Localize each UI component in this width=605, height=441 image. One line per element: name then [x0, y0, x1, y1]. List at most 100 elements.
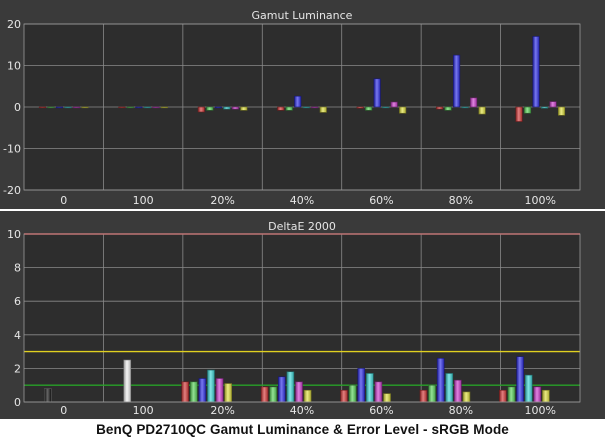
chart1-bar-magenta [470, 97, 478, 108]
chart1-bar-green [444, 106, 452, 111]
chart2-bar-red [340, 389, 348, 403]
chart1-bar-red [197, 106, 205, 113]
chart1-xtick-label: 80% [449, 194, 473, 207]
chart1-xtick-label: 20% [210, 194, 234, 207]
chart2-bar-green [269, 386, 278, 403]
chart1-ytick-label: -10 [3, 143, 21, 156]
chart1-xtick-label: 0 [60, 194, 67, 207]
chart2-bar-red [260, 386, 269, 403]
chart2-ytick-label: 2 [14, 362, 21, 375]
chart2-bar-white [123, 359, 132, 403]
chart1-bar-magenta [152, 106, 160, 109]
chart2-ytick-label: 4 [14, 329, 21, 342]
chart1-bar-cyan [461, 106, 469, 109]
chart1-ytick-label: -20 [3, 184, 21, 197]
chart2-bar-cyan [445, 373, 454, 403]
chart1-xtick-label: 40% [290, 194, 314, 207]
chart1-xtick-label: 100 [133, 194, 154, 207]
chart1-bar-green [523, 106, 532, 114]
chart2-bar-cyan [524, 374, 533, 403]
chart1-bar-yellow [399, 106, 407, 114]
chart2-bar-green [428, 384, 436, 403]
chart1-bar-green [285, 106, 293, 111]
chart2-xtick-label: 100% [525, 404, 556, 417]
chart1-bar-blue [214, 106, 222, 109]
chart2-plot-border [23, 233, 581, 403]
chart2-ytick-label: 8 [14, 262, 21, 275]
chart2-bar-cyan [366, 373, 374, 403]
chart2-xtick-label: 80% [449, 404, 473, 417]
chart2-xtick-label: 20% [210, 404, 234, 417]
chart1-bar-magenta [311, 106, 319, 109]
chart1-bar-green [47, 106, 55, 109]
chart2-bar-yellow [462, 391, 471, 403]
chart1-title: Gamut Luminance [252, 9, 353, 22]
chart1-bar-yellow [319, 106, 327, 113]
chart1-bar-green [206, 106, 214, 111]
chart2-bar-blue [278, 376, 286, 403]
chart1-bar-magenta [72, 106, 81, 109]
chart1-xtick-label: 60% [369, 194, 393, 207]
chart2-title: DeltaE 2000 [268, 220, 336, 233]
chart2-bar-black [44, 388, 52, 403]
chart2-bar-red [419, 389, 428, 403]
chart2-bar-yellow [224, 383, 232, 403]
chart1-bar-cyan [64, 106, 72, 109]
chart1-bar-cyan [382, 106, 390, 109]
chart1-bar-cyan [540, 106, 549, 109]
chart1-bar-red [118, 106, 126, 109]
chart1-bar-green [126, 106, 134, 109]
chart2-bar-magenta [295, 381, 303, 403]
chart1-bar-red [38, 106, 47, 109]
chart1-bar-magenta [549, 101, 557, 108]
chart2-bar-yellow [383, 393, 391, 403]
chart1-bar-blue [55, 106, 64, 109]
chart2-bar-magenta [374, 381, 383, 403]
chart1-bar-yellow [160, 106, 168, 109]
chart2-plot-area [24, 234, 580, 402]
chart1-bar-blue [453, 54, 461, 108]
chart1-bar-magenta [390, 101, 398, 108]
chart2-bar-blue [357, 368, 366, 403]
chart1-ytick-label: 10 [7, 60, 21, 73]
chart1-ytick-label: 20 [7, 18, 21, 31]
chart1-bar-red [436, 106, 444, 110]
chart2-bar-cyan [207, 369, 215, 403]
chart2-xtick-label: 60% [369, 404, 393, 417]
chart1-bar-red [356, 106, 364, 109]
chart2-bar-blue [516, 356, 524, 403]
chart1-bar-yellow [81, 106, 89, 109]
chart2-bar-magenta [533, 386, 542, 403]
chart-caption: BenQ PD2710QC Gamut Luminance & Error Le… [96, 422, 509, 437]
chart1-bar-blue [373, 78, 381, 108]
chart1-bar-blue [532, 36, 540, 108]
chart2-bar-green [348, 384, 357, 403]
chart2-bar-green [507, 386, 516, 403]
chart2-xtick-label: 100 [133, 404, 154, 417]
chart1-bar-blue [294, 95, 302, 108]
chart2-bar-blue [198, 378, 207, 403]
chart1-bar-cyan [302, 106, 310, 109]
chart1-bar-green [365, 106, 373, 111]
chart2-bar-magenta [454, 379, 462, 403]
chart1-bar-cyan [143, 106, 151, 109]
chart1-plot-border [23, 23, 581, 191]
chart2-ytick-label: 6 [14, 295, 21, 308]
chart2-bar-yellow [303, 389, 312, 403]
chart2-ytick-label: 10 [7, 228, 21, 241]
chart2-ytick-label: 0 [14, 396, 21, 409]
chart2-bar-green [189, 381, 198, 403]
chart2-xtick-label: 40% [290, 404, 314, 417]
chart1-bar-yellow [240, 106, 248, 111]
chart2-bar-red [181, 381, 189, 403]
chart1-bar-red [277, 106, 285, 111]
chart2-bar-blue [436, 358, 445, 403]
chart2-bar-yellow [542, 389, 550, 403]
chart1-bar-blue [135, 106, 143, 109]
chart1-xtick-label: 100% [525, 194, 556, 207]
chart1-ytick-label: 0 [14, 101, 21, 114]
chart1-bar-yellow [557, 106, 566, 116]
chart1-bar-yellow [478, 106, 486, 115]
chart2-xtick-label: 0 [60, 404, 67, 417]
